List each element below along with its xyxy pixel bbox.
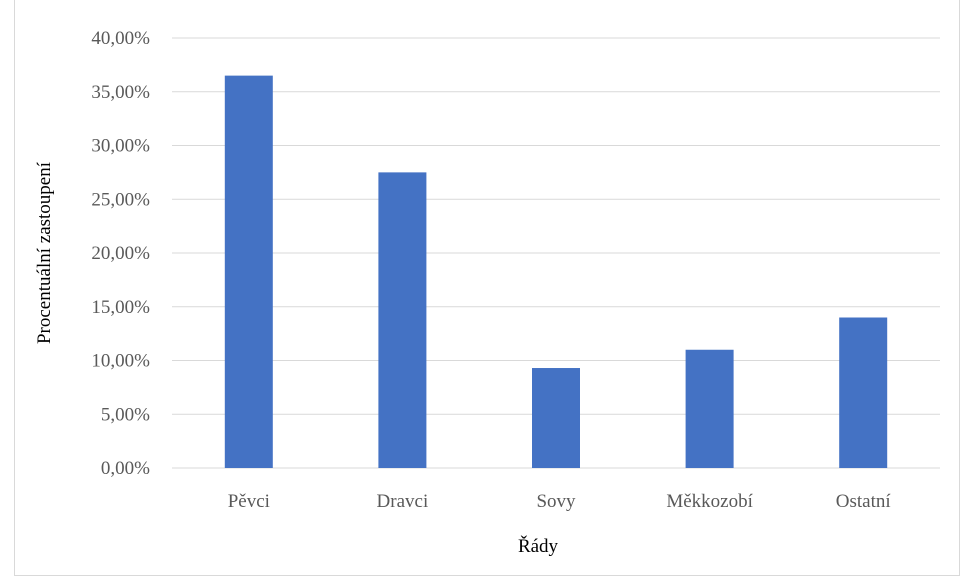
x-category-label: Ostatní [836, 491, 892, 512]
bar [839, 317, 888, 468]
x-category-labels: Pěvci Dravci Sovy Měkkozobí Ostatní [228, 491, 892, 512]
y-tick-label: 25,00% [91, 189, 150, 210]
bars [224, 75, 888, 468]
y-tick-label: 0,00% [101, 458, 150, 479]
x-axis-title: Řády [518, 535, 559, 557]
x-category-label: Sovy [536, 491, 576, 512]
bar [378, 172, 427, 468]
y-tick-label: 30,00% [91, 136, 150, 157]
chart-frame [14, 0, 960, 576]
y-tick-label: 5,00% [101, 404, 150, 425]
bar [685, 349, 734, 468]
y-tick-label: 40,00% [91, 28, 150, 49]
y-tick-label: 35,00% [91, 82, 150, 103]
y-tick-label: 20,00% [91, 243, 150, 264]
bar [224, 75, 273, 468]
bar [532, 368, 580, 468]
y-tick-label: 10,00% [91, 351, 150, 372]
y-axis-title: Procentuální zastoupení [34, 161, 55, 344]
y-tick-label: 15,00% [91, 297, 150, 318]
x-category-label: Dravci [377, 491, 429, 512]
x-category-label: Pěvci [228, 491, 270, 512]
x-category-label: Měkkozobí [666, 491, 753, 512]
gridlines [172, 37, 940, 469]
y-tick-labels: 0,00% 5,00% 10,00% 15,00% 20,00% 25,00% 30,00%… [91, 28, 150, 479]
